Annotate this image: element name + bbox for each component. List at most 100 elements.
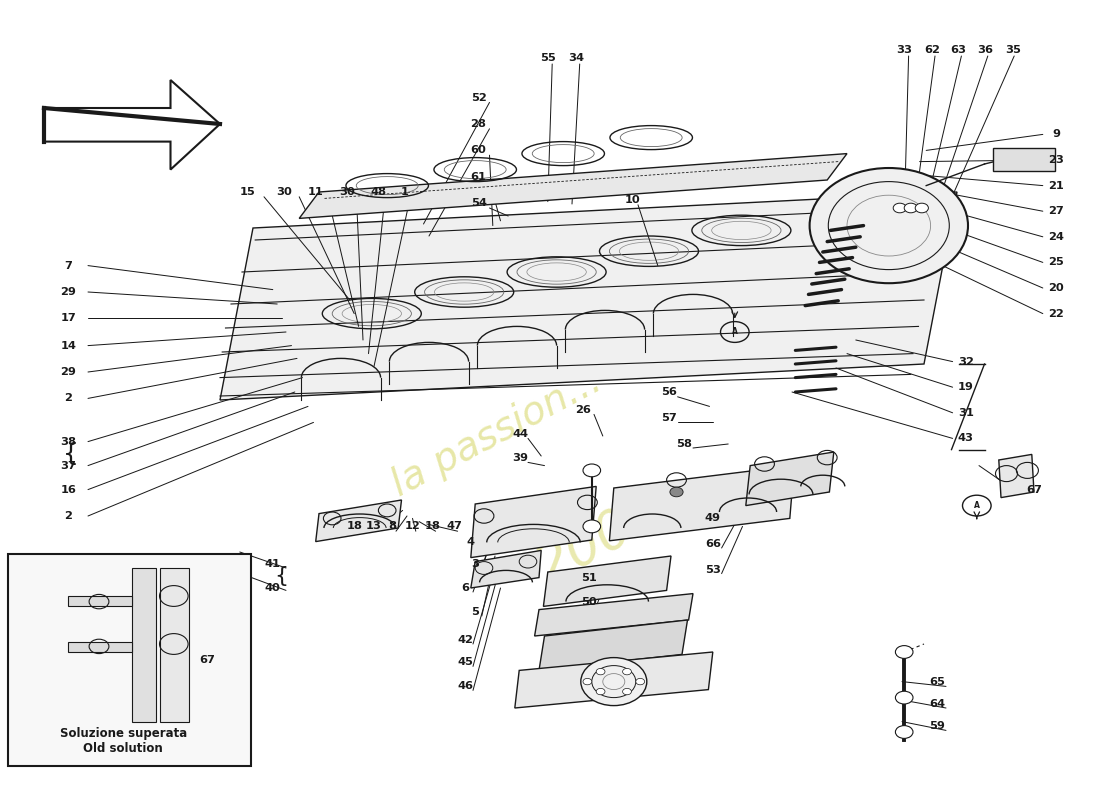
Polygon shape [535, 594, 693, 636]
Text: A: A [732, 327, 738, 337]
Text: 67: 67 [1026, 485, 1042, 494]
Polygon shape [44, 80, 220, 170]
Text: 22: 22 [1048, 309, 1064, 318]
Text: 65: 65 [930, 677, 945, 686]
Text: 52: 52 [471, 93, 486, 102]
Text: 57: 57 [661, 413, 676, 422]
Text: 16: 16 [60, 485, 76, 494]
Text: 2: 2 [64, 394, 73, 403]
Text: 17: 17 [60, 314, 76, 323]
Polygon shape [539, 620, 688, 670]
Polygon shape [609, 466, 794, 541]
Text: 3: 3 [471, 559, 480, 569]
Polygon shape [299, 154, 847, 218]
Polygon shape [316, 500, 402, 542]
Text: 56: 56 [661, 387, 676, 397]
Text: 2005: 2005 [528, 486, 671, 595]
Text: 6: 6 [461, 583, 470, 593]
Text: 60: 60 [471, 146, 486, 155]
Text: 37: 37 [60, 461, 76, 470]
Text: 54: 54 [471, 198, 486, 208]
Text: 49: 49 [705, 514, 720, 523]
Polygon shape [220, 192, 957, 400]
Polygon shape [515, 652, 713, 708]
Circle shape [670, 487, 683, 497]
Text: 61: 61 [471, 172, 486, 182]
Text: 63: 63 [950, 45, 966, 54]
Text: 29: 29 [60, 287, 76, 297]
Text: 59: 59 [930, 722, 945, 731]
FancyBboxPatch shape [993, 148, 1055, 171]
Text: 19: 19 [958, 382, 974, 392]
Circle shape [895, 691, 913, 704]
Text: 64: 64 [930, 699, 945, 709]
Circle shape [596, 688, 605, 694]
Polygon shape [999, 454, 1034, 498]
Text: 29: 29 [60, 367, 76, 377]
Text: 39: 39 [513, 453, 528, 462]
Circle shape [596, 669, 605, 675]
Circle shape [915, 203, 928, 213]
Circle shape [893, 203, 906, 213]
Circle shape [583, 520, 601, 533]
Text: 28: 28 [471, 119, 486, 129]
Text: 20: 20 [1048, 283, 1064, 293]
Circle shape [636, 678, 645, 685]
Text: 40: 40 [265, 583, 280, 593]
Polygon shape [471, 550, 541, 588]
Text: 55: 55 [540, 53, 556, 62]
Text: 18: 18 [425, 522, 440, 531]
Text: 58: 58 [676, 439, 692, 449]
Text: 24: 24 [1048, 232, 1064, 242]
Circle shape [810, 168, 968, 283]
Text: 48: 48 [371, 187, 386, 197]
Text: 45: 45 [458, 658, 473, 667]
Text: 67: 67 [199, 655, 214, 665]
Text: 21: 21 [1048, 181, 1064, 190]
Polygon shape [160, 568, 189, 722]
Text: Soluzione superata
Old solution: Soluzione superata Old solution [59, 727, 187, 755]
Text: 23: 23 [1048, 155, 1064, 165]
Text: 38: 38 [60, 437, 76, 446]
Polygon shape [132, 568, 156, 722]
Polygon shape [471, 486, 596, 558]
Circle shape [623, 669, 631, 675]
Text: 31: 31 [958, 408, 974, 418]
Circle shape [583, 464, 601, 477]
Text: 4: 4 [466, 538, 475, 547]
Text: 66: 66 [705, 539, 720, 549]
Text: {: { [64, 442, 79, 466]
Polygon shape [68, 642, 132, 652]
Text: 30: 30 [276, 187, 292, 197]
Text: 46: 46 [458, 682, 473, 691]
Text: 27: 27 [1048, 206, 1064, 216]
Text: la passion...: la passion... [385, 362, 608, 504]
Polygon shape [746, 452, 834, 506]
Text: A: A [974, 501, 980, 510]
Text: 8: 8 [388, 522, 397, 531]
Text: 2: 2 [64, 511, 73, 521]
Text: 51: 51 [581, 573, 596, 582]
Text: 5: 5 [471, 607, 480, 617]
Text: 62: 62 [924, 45, 939, 54]
Text: 47: 47 [447, 522, 462, 531]
Text: 50: 50 [581, 597, 596, 606]
Text: 1: 1 [400, 187, 409, 197]
Text: 36: 36 [978, 45, 993, 54]
Text: 34: 34 [569, 53, 584, 62]
Text: 44: 44 [513, 429, 528, 438]
Circle shape [583, 678, 592, 685]
Circle shape [895, 646, 913, 658]
Text: 26: 26 [575, 405, 591, 414]
Text: 10: 10 [625, 195, 640, 205]
Text: {: { [274, 566, 288, 586]
Text: 30: 30 [340, 187, 355, 197]
Text: 53: 53 [705, 565, 720, 574]
Circle shape [904, 203, 917, 213]
Text: 35: 35 [1005, 45, 1021, 54]
Text: 7: 7 [64, 261, 73, 270]
Text: 14: 14 [60, 341, 76, 350]
Text: 32: 32 [958, 357, 974, 366]
Text: 42: 42 [458, 635, 473, 645]
Text: 18: 18 [346, 522, 362, 531]
